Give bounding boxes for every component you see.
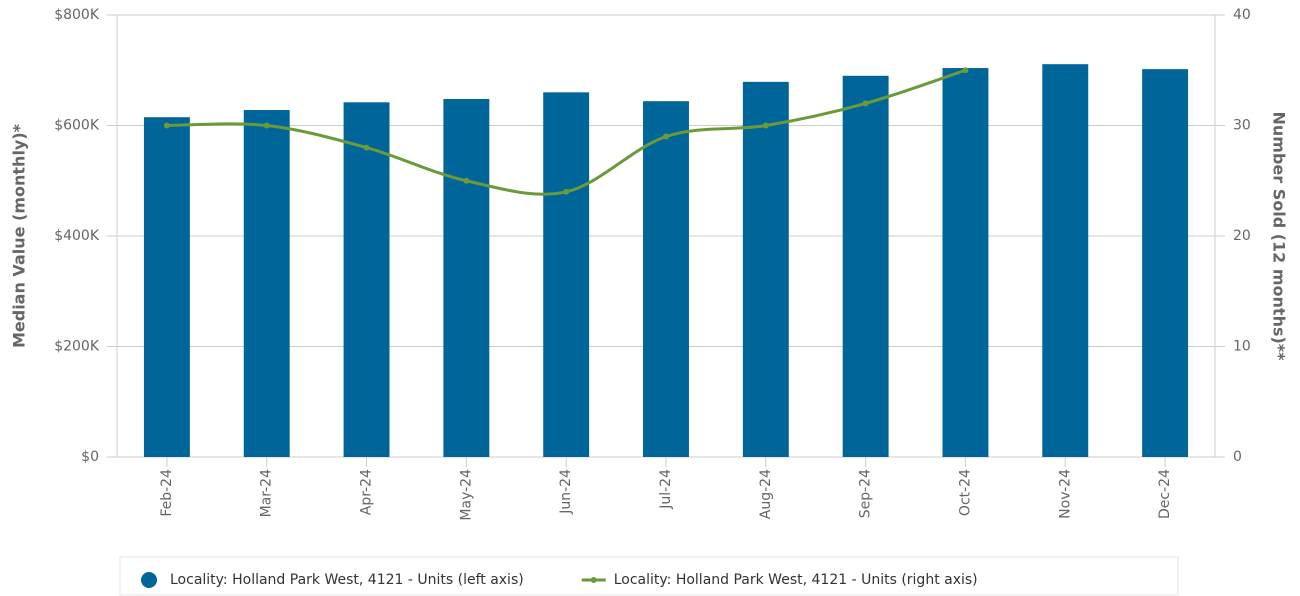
- bar: [842, 75, 889, 458]
- x-tick-label: Feb-24: [159, 469, 175, 517]
- y-axis-title: Median Value (monthly)*: [10, 123, 29, 348]
- legend-box: [119, 556, 1179, 596]
- line-marker: [862, 100, 869, 107]
- bar: [243, 110, 290, 457]
- line-marker: [263, 122, 270, 129]
- bar: [543, 92, 590, 457]
- bar: [643, 101, 689, 457]
- line-marker: [762, 122, 769, 129]
- y2-axis-title: Number Sold (12 months)**: [1270, 111, 1289, 361]
- x-tick-label: Aug-24: [758, 469, 774, 519]
- x-tick-label: Oct-24: [957, 469, 973, 516]
- line-marker: [363, 144, 370, 151]
- y2-tick-label: 20: [1233, 228, 1251, 244]
- legend-label: Locality: Holland Park West, 4121 - Unit…: [170, 572, 524, 588]
- x-tick-label: Jul-24: [658, 469, 674, 510]
- line-marker: [663, 133, 669, 140]
- bar: [343, 102, 390, 458]
- y2-tick-label: 0: [1233, 449, 1242, 465]
- y-tick-label: $400K: [54, 228, 100, 244]
- bar: [942, 68, 989, 457]
- y2-tick-label: 10: [1233, 339, 1251, 355]
- line-marker: [563, 188, 570, 195]
- y2-tick-label: 30: [1233, 118, 1251, 134]
- bar: [443, 98, 490, 457]
- y-tick-label: $800K: [54, 7, 100, 23]
- y2-tick-label: 40: [1233, 7, 1251, 23]
- x-tick-label: Dec-24: [1157, 469, 1173, 519]
- x-tick-label: Jun-24: [558, 469, 574, 515]
- legend-symbol: [590, 577, 597, 583]
- x-tick-label: Mar-24: [259, 469, 275, 517]
- x-tick-label: Apr-24: [359, 469, 375, 515]
- legend-label: Locality: Holland Park West, 4121 - Unit…: [614, 572, 978, 588]
- y-tick-label: $200K: [54, 339, 100, 355]
- x-tick-label: Sep-24: [858, 469, 874, 518]
- x-tick-label: Nov-24: [1057, 469, 1073, 519]
- x-tick-label: May-24: [458, 469, 474, 521]
- legend-symbol: [141, 572, 157, 588]
- bar: [143, 117, 190, 458]
- bar: [1142, 69, 1189, 458]
- bar: [742, 81, 789, 457]
- y-tick-label: $600K: [54, 118, 100, 134]
- line-marker: [163, 122, 170, 129]
- line-marker: [962, 67, 969, 74]
- bar: [1042, 64, 1089, 458]
- y-tick-label: $0: [81, 449, 99, 465]
- line-marker: [463, 177, 470, 184]
